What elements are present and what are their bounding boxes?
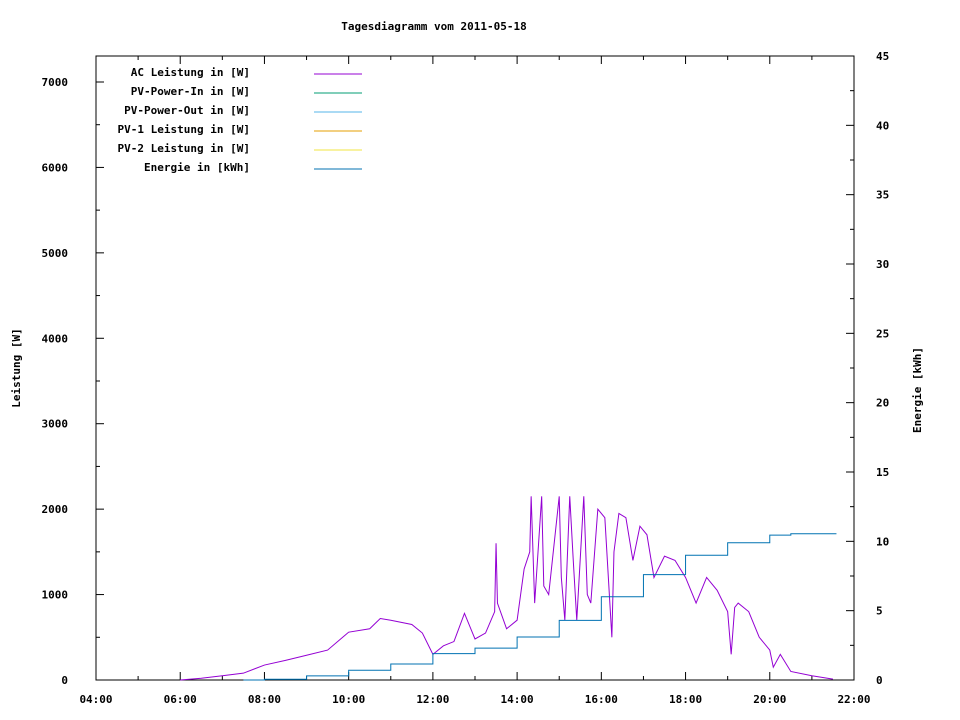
x-tick-label: 08:00 [248,693,281,706]
legend-label: AC Leistung in [W] [131,66,250,79]
y2-tick-label: 25 [876,327,889,340]
x-tick-label: 06:00 [164,693,197,706]
y2-tick-label: 45 [876,50,889,63]
y2-axis-label: Energie [kWh] [911,347,924,433]
legend-label: PV-Power-In in [W] [131,85,250,98]
y2-tick-label: 30 [876,258,889,271]
x-tick-label: 10:00 [332,693,365,706]
y2-tick-label: 5 [876,605,883,618]
y2-tick-label: 0 [876,674,883,687]
y2-tick-label: 35 [876,189,889,202]
y2-tick-label: 10 [876,535,889,548]
x-tick-label: 16:00 [585,693,618,706]
y-tick-label: 6000 [42,161,69,174]
legend-label: Energie in [kWh] [144,161,250,174]
x-tick-label: 12:00 [416,693,449,706]
y2-tick-label: 15 [876,466,889,479]
legend-label: PV-Power-Out in [W] [124,104,250,117]
series-line-5 [243,533,837,681]
y-tick-label: 5000 [42,247,69,260]
legend-label: PV-2 Leistung in [W] [118,142,250,155]
y-tick-label: 7000 [42,76,69,89]
x-tick-label: 22:00 [837,693,870,706]
y-axis-label: Leistung [W] [10,328,23,407]
y-tick-label: 2000 [42,503,69,516]
y2-tick-label: 20 [876,397,889,410]
y-tick-label: 3000 [42,418,69,431]
y2-tick-label: 40 [876,119,889,132]
x-tick-label: 18:00 [669,693,702,706]
y-tick-label: 0 [61,674,68,687]
y-tick-label: 4000 [42,332,69,345]
chart-title: Tagesdiagramm vom 2011-05-18 [341,20,526,33]
x-tick-label: 20:00 [753,693,786,706]
x-tick-label: 14:00 [501,693,534,706]
series-line-0 [180,496,834,681]
y-tick-label: 1000 [42,589,69,602]
legend-label: PV-1 Leistung in [W] [118,123,250,136]
x-tick-label: 04:00 [79,693,112,706]
